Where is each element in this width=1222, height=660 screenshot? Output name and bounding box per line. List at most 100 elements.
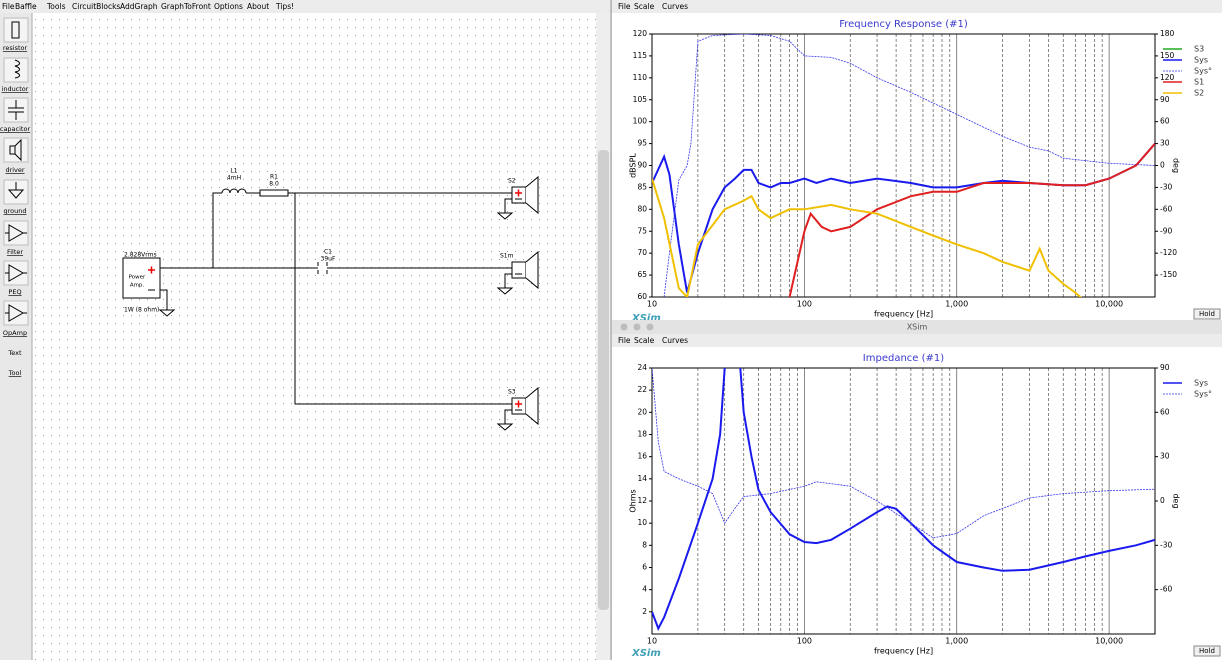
y2-tick-label: -30	[1160, 540, 1172, 549]
y-tick-label: 4	[642, 585, 647, 594]
menu-item[interactable]: GraphToFront	[161, 2, 211, 11]
y-tick-label: 110	[633, 73, 648, 82]
menu-item[interactable]: Curves	[662, 2, 688, 11]
series-line	[652, 368, 1155, 539]
wire	[504, 267, 512, 282]
y2-tick-label: -120	[1160, 248, 1177, 257]
hold-label[interactable]: Hold	[1199, 647, 1215, 655]
plus	[515, 400, 522, 408]
y-tick-label: 10	[637, 518, 647, 527]
y2-tick-label: -150	[1160, 270, 1177, 279]
legend-label: Sys°	[1194, 67, 1212, 76]
menu-bar	[612, 0, 1222, 13]
driver-cone	[525, 250, 539, 290]
menu-item[interactable]: File	[618, 2, 631, 11]
y2-tick-label: 120	[1160, 73, 1175, 82]
part-label: R1	[270, 174, 278, 181]
tool-label[interactable]: Tool	[8, 369, 22, 377]
y-tick-label: 16	[637, 452, 647, 461]
amp-box	[122, 257, 161, 299]
y2-tick-label: 90	[1160, 363, 1170, 372]
part-label: S2	[508, 178, 516, 185]
part-label: L1	[230, 168, 237, 175]
window-button[interactable]	[620, 323, 628, 331]
tool-label[interactable]: resistor	[3, 44, 28, 52]
x-tick-label: 10,000	[1095, 300, 1123, 309]
window-title: XSim	[907, 323, 928, 332]
ground	[496, 282, 514, 295]
driver-cone	[525, 175, 539, 215]
plus	[148, 266, 155, 274]
y-tick-label: 20	[637, 407, 647, 416]
menu-item[interactable]: Curves	[662, 336, 688, 345]
plot-area	[652, 34, 1155, 297]
hold-label[interactable]: Hold	[1199, 310, 1215, 318]
y-tick-label: 6	[642, 563, 647, 572]
icon	[14, 59, 20, 79]
y2-tick-label: -30	[1160, 182, 1172, 191]
ground	[496, 207, 514, 220]
chart-title: Impedance (#1)	[863, 353, 944, 364]
y-tick-label: 18	[637, 430, 647, 439]
amp-label: 1W (8 ohm)	[124, 307, 159, 314]
menu-item[interactable]: Scale	[634, 336, 655, 345]
plus	[515, 189, 522, 197]
wire	[504, 192, 512, 207]
menu-item[interactable]: File	[2, 2, 15, 11]
y2-tick-label: 60	[1160, 407, 1170, 416]
y2-axis-label: deg	[1172, 493, 1181, 508]
menu-item[interactable]: Baffle	[15, 2, 37, 11]
legend-label: S3	[1194, 45, 1204, 54]
tool-label[interactable]: inductor	[2, 85, 29, 93]
menu-item[interactable]: AddGraph	[120, 2, 158, 11]
amp-label: Power	[129, 275, 146, 281]
y-tick-label: 100	[633, 117, 648, 126]
tool-label[interactable]: capacitor	[0, 125, 30, 133]
y-tick-label: 22	[637, 385, 647, 394]
canvas	[33, 13, 596, 660]
x-tick-label: 100	[797, 637, 812, 646]
window-button[interactable]	[633, 323, 641, 331]
y2-tick-label: 150	[1160, 51, 1175, 60]
y-tick-label: 70	[637, 248, 647, 257]
tool-label[interactable]: PEQ	[8, 288, 21, 296]
icon	[5, 224, 27, 242]
icon	[5, 264, 27, 282]
y2-tick-label: 90	[1160, 95, 1170, 104]
chart-title: Frequency Response (#1)	[839, 19, 968, 30]
menu-item[interactable]: Tools	[46, 2, 66, 11]
menu-item[interactable]: Scale	[634, 2, 655, 11]
tool-label[interactable]: Filter	[7, 248, 23, 256]
y-tick-label: 75	[637, 226, 647, 235]
icon	[9, 138, 22, 162]
legend-label: Sys°	[1194, 390, 1212, 399]
menu-item[interactable]: File	[618, 336, 631, 345]
y2-tick-label: 30	[1160, 452, 1170, 461]
plot-frame	[651, 367, 1156, 635]
amp-label: Amp.	[130, 283, 145, 289]
window-button[interactable]	[646, 323, 654, 331]
y2-tick-label: -60	[1160, 204, 1172, 213]
menu-item[interactable]: CircuitBlocks	[72, 2, 120, 11]
tool-label[interactable]: Text	[7, 349, 22, 357]
plot-area	[652, 368, 1155, 631]
legend-label: Sys	[1194, 56, 1208, 65]
tool-label[interactable]: ground	[4, 207, 27, 215]
hold-button	[1193, 645, 1221, 657]
tool-label[interactable]: OpAmp	[3, 329, 27, 337]
menu-bar	[0, 0, 611, 13]
series-line	[652, 368, 1155, 631]
tool-label[interactable]: driver	[5, 166, 24, 174]
menu-item[interactable]: Tips!	[275, 2, 294, 11]
menu-item[interactable]: About	[247, 2, 269, 11]
resistor	[259, 189, 289, 197]
menu-item[interactable]: Options	[214, 2, 243, 11]
y-axis-label: dBSPL	[629, 153, 638, 178]
y2-tick-label: 180	[1160, 29, 1175, 38]
wire	[504, 403, 512, 418]
ground	[496, 418, 514, 431]
logo: XSim	[631, 313, 661, 324]
wire	[160, 192, 505, 405]
